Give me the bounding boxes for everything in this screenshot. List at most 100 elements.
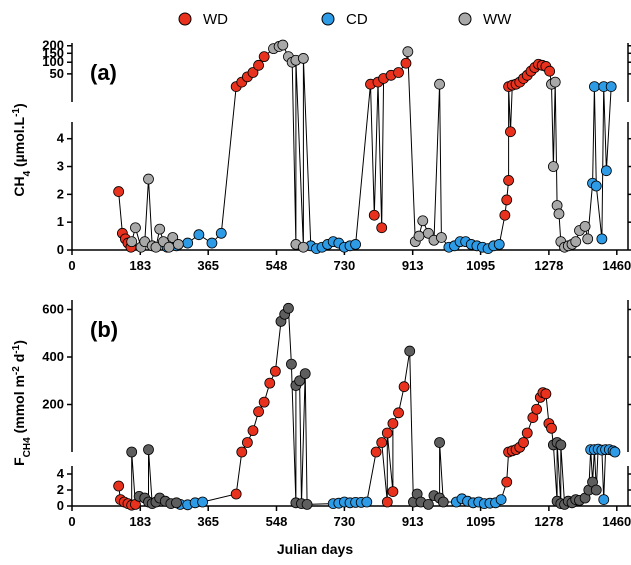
point-ww (127, 447, 137, 457)
point-wd (248, 426, 258, 436)
legend-label-ww: WW (483, 11, 512, 28)
x-tick-label: 365 (197, 258, 219, 273)
point-ww (548, 162, 558, 172)
x-tick-label: 1095 (466, 258, 495, 273)
y-tick-label: 0 (57, 242, 64, 257)
point-wd (377, 223, 387, 233)
point-ww (435, 79, 445, 89)
point-cd (606, 82, 616, 92)
point-ww (164, 242, 174, 252)
x-tick-label: 0 (68, 514, 75, 529)
point-wd (394, 68, 404, 78)
point-wd (254, 407, 264, 417)
point-wd (114, 187, 124, 197)
point-cd (198, 497, 208, 507)
y-tick-label: 600 (42, 302, 64, 317)
point-ww (571, 237, 581, 247)
point-cd (589, 82, 599, 92)
point-cd (362, 497, 372, 507)
point-wd (388, 487, 398, 497)
point-wd (231, 489, 241, 499)
point-ww (283, 303, 293, 313)
point-ww (127, 237, 137, 247)
point-wd (500, 210, 510, 220)
point-ww (423, 499, 433, 509)
y-tick-label: 1 (57, 214, 64, 229)
point-wd (504, 175, 514, 185)
x-tick-label: 548 (266, 514, 288, 529)
point-ww (436, 232, 446, 242)
x-tick-label: 1278 (534, 514, 563, 529)
y-tick-label: 4 (57, 466, 65, 481)
point-ww (300, 369, 310, 379)
point-wd (394, 408, 404, 418)
y-axis-title: CH4 (µmol.L-1) (11, 103, 33, 196)
point-cd (216, 228, 226, 238)
x-tick-label: 730 (334, 514, 356, 529)
point-wd (270, 366, 280, 376)
point-ww (298, 242, 308, 252)
point-cd (207, 238, 217, 248)
point-wd (382, 497, 392, 507)
legend-marker-wd (179, 13, 191, 25)
point-cd (494, 239, 504, 249)
point-ww (583, 234, 593, 244)
point-ww (171, 498, 181, 508)
point-wd (505, 127, 515, 137)
x-tick-label: 548 (266, 258, 288, 273)
y-tick-label: 2 (57, 482, 64, 497)
point-wd (541, 389, 551, 399)
point-wd (377, 438, 387, 448)
point-ww (580, 221, 590, 231)
y-tick-label: 200 (42, 397, 64, 412)
point-wd (265, 378, 275, 388)
x-tick-label: 365 (197, 514, 219, 529)
point-cd (610, 447, 620, 457)
y-tick-label: 4 (57, 131, 65, 146)
x-tick-label: 183 (129, 258, 151, 273)
point-cd (601, 166, 611, 176)
x-tick-label: 1095 (466, 514, 495, 529)
point-ww (403, 47, 413, 57)
point-ww (286, 359, 296, 369)
x-tick-label: 1460 (602, 514, 631, 529)
point-cd (591, 181, 601, 191)
x-tick-label: 913 (402, 258, 424, 273)
point-wd (388, 419, 398, 429)
panel-label: (b) (90, 317, 118, 342)
point-wd (522, 428, 532, 438)
point-wd (242, 438, 252, 448)
point-cd (351, 239, 361, 249)
point-cd (597, 234, 607, 244)
point-ww (173, 239, 183, 249)
point-ww (418, 216, 428, 226)
x-tick-label: 183 (129, 514, 151, 529)
point-wd (502, 477, 512, 487)
point-wd (399, 382, 409, 392)
point-ww (130, 223, 140, 233)
point-cd (183, 238, 193, 248)
panel-label: (a) (90, 60, 117, 85)
point-wd (502, 195, 512, 205)
point-wd (545, 66, 555, 76)
point-ww (405, 346, 415, 356)
point-ww (438, 497, 448, 507)
point-cd (599, 495, 609, 505)
point-ww (556, 440, 566, 450)
point-ww (550, 77, 560, 87)
connector-line (119, 45, 612, 249)
point-ww (298, 53, 308, 63)
point-wd (259, 52, 269, 62)
x-tick-label: 1460 (602, 258, 631, 273)
legend-label-cd: CD (346, 11, 368, 28)
point-wd (259, 397, 269, 407)
y-tick-label: 2 (57, 186, 64, 201)
point-ww (278, 40, 288, 50)
x-tick-label: 1278 (534, 258, 563, 273)
y-tick-label: 3 (57, 159, 64, 174)
legend-marker-cd (322, 13, 334, 25)
point-cd (496, 495, 506, 505)
